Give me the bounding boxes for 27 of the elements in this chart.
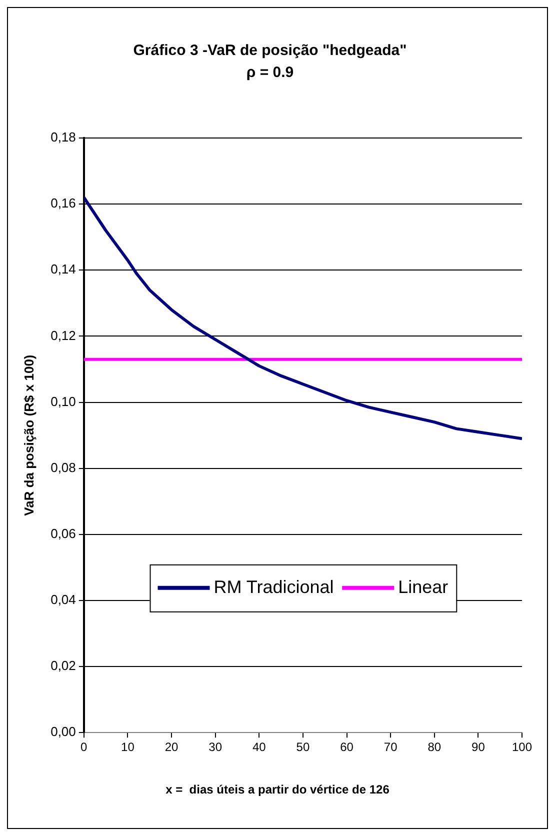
legend-label: Linear <box>398 576 448 597</box>
x-tick-label: 0 <box>80 740 88 754</box>
y-tick-label: 0,16 <box>50 196 76 211</box>
y-tick-label: 0,00 <box>50 724 76 740</box>
x-tick-label: 90 <box>472 740 486 754</box>
x-axis-title: x = dias úteis a partir do vértice de 126 <box>166 782 390 796</box>
x-tick-label: 80 <box>428 740 442 754</box>
x-tick-label: 40 <box>252 740 266 754</box>
legend-label: RM Tradicional <box>214 576 334 597</box>
x-tick-label: 70 <box>384 740 398 754</box>
y-tick-label: 0,06 <box>50 526 76 541</box>
y-tick-label: 0,10 <box>50 394 76 409</box>
x-tick-label: 100 <box>512 740 532 754</box>
x-tick-label: 60 <box>340 740 354 754</box>
y-axis-title: VaR da posição (R$ x 100) <box>21 354 36 516</box>
y-tick-label: 0,12 <box>50 328 76 343</box>
y-tick-label: 0,02 <box>50 658 76 674</box>
y-tick-label: 0,18 <box>50 130 76 145</box>
chart-title: Gráfico 3 -VaR de posição "hedgeada" <box>133 42 407 60</box>
y-tick-label: 0,08 <box>50 460 76 475</box>
x-tick-label: 30 <box>208 740 222 754</box>
y-tick-label: 0,04 <box>50 592 76 608</box>
x-tick-label: 10 <box>121 740 135 754</box>
y-tick-label: 0,14 <box>50 262 76 277</box>
x-tick-label: 20 <box>164 740 179 754</box>
x-tick-label: 50 <box>296 740 310 754</box>
chart-subtitle: ρ = 0.9 <box>246 64 294 82</box>
